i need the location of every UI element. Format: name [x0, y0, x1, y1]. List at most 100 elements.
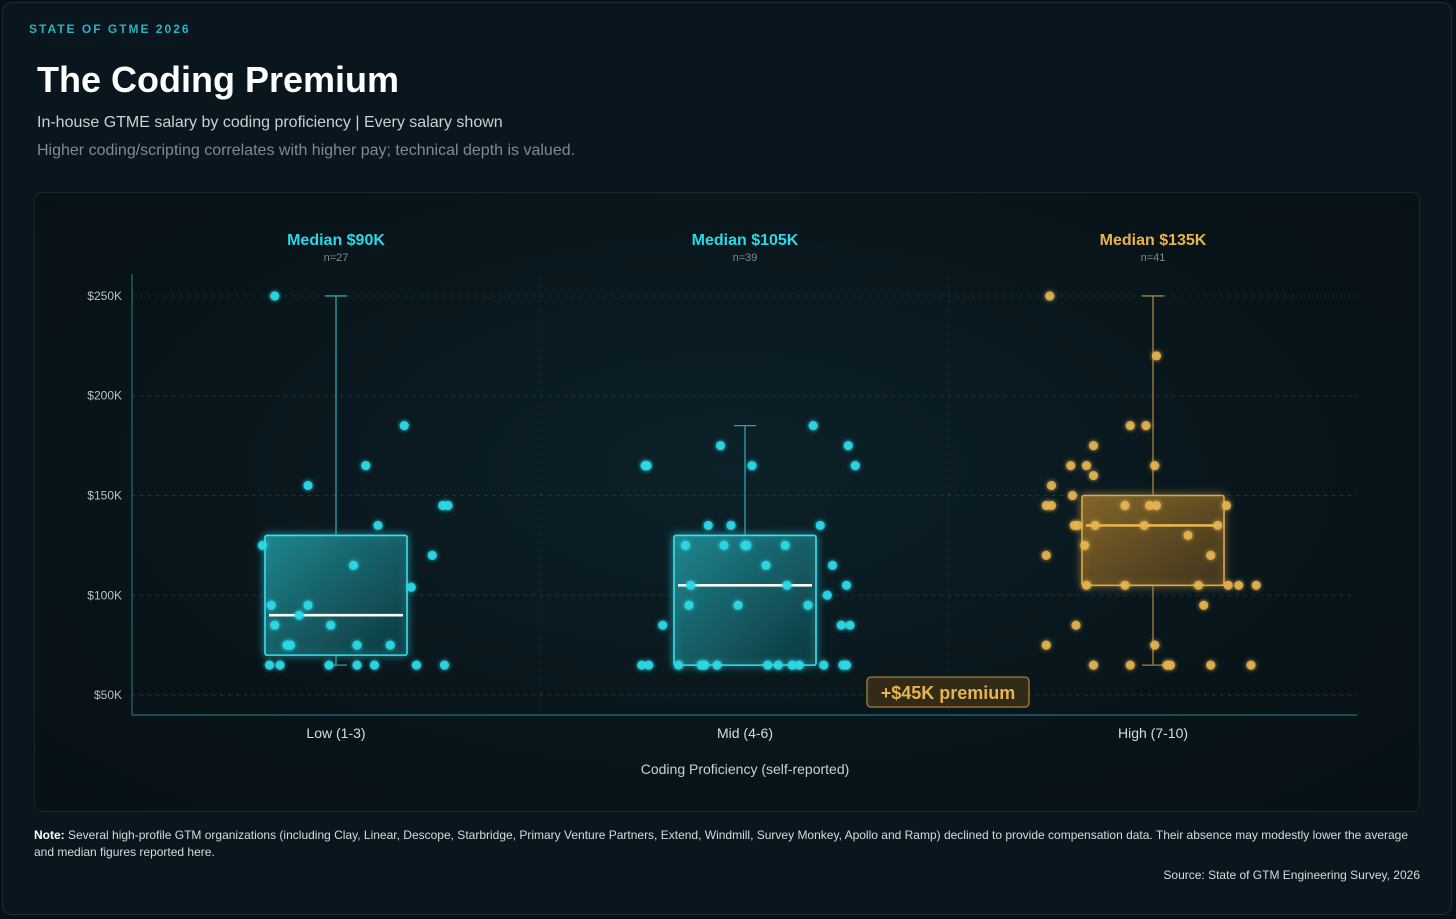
chart-panel: $50K $100K $150K $200K $250K Coding Proficien… — [34, 192, 1420, 812]
boxes — [264, 295, 1225, 666]
salary-point — [1150, 460, 1160, 471]
median-label: Median $135K — [1100, 232, 1207, 249]
sample-size-label: n=27 — [324, 252, 349, 264]
x-tick-label: Mid (4-6) — [717, 725, 773, 741]
salary-point — [443, 500, 453, 511]
salary-point — [1199, 600, 1209, 610]
salary-point — [326, 620, 336, 630]
salary-point — [1139, 520, 1149, 531]
page-tagline: Higher coding/scripting correlates with … — [37, 142, 576, 159]
salary-point — [1067, 490, 1078, 501]
salary-point — [303, 480, 313, 491]
salary-point — [845, 620, 855, 630]
salary-point — [352, 660, 362, 670]
iqr-box — [264, 534, 408, 656]
salary-point — [1144, 500, 1155, 511]
salary-point — [1088, 470, 1099, 481]
salary-point — [742, 540, 752, 550]
salary-point — [406, 582, 416, 592]
salary-point — [715, 441, 726, 451]
salary-point — [1183, 530, 1193, 541]
salary-point — [385, 640, 395, 650]
note-label: Note: — [34, 828, 65, 842]
sample-size-label: n=41 — [1141, 252, 1166, 264]
salary-point — [658, 620, 668, 630]
salary-point — [1041, 640, 1051, 650]
salary-point — [794, 660, 804, 670]
median-label: Median $105K — [692, 232, 799, 249]
salary-point — [782, 580, 792, 590]
salary-point — [700, 660, 710, 670]
salary-point — [719, 540, 729, 550]
salary-point — [733, 600, 743, 610]
salary-point — [680, 540, 691, 550]
salary-point — [427, 550, 437, 560]
salary-point — [285, 640, 296, 650]
salary-point — [841, 660, 852, 670]
salary-point — [841, 580, 852, 590]
salary-point — [1120, 580, 1130, 590]
salary-point — [642, 460, 652, 471]
chart-labels: Median $90K n=27 Median $105K n=39 Median $1… — [287, 232, 1207, 264]
salary-point — [819, 660, 829, 670]
salary-point — [1234, 580, 1244, 590]
salary-point — [822, 590, 832, 600]
salary-point — [1141, 421, 1151, 431]
y-tick-label: $200K — [87, 389, 122, 403]
salary-point — [712, 660, 722, 670]
salary-point — [1080, 540, 1090, 550]
salary-point — [1046, 480, 1057, 491]
salary-point — [803, 600, 813, 610]
salary-point — [1045, 291, 1055, 301]
salary-point — [726, 520, 736, 531]
salary-point — [361, 460, 371, 471]
salary-point — [1088, 660, 1099, 670]
page-subtitle: In-house GTME salary by coding proficien… — [37, 114, 503, 131]
salary-point — [780, 540, 790, 550]
salary-point — [1151, 351, 1162, 361]
salary-point — [1206, 660, 1216, 670]
report-eyebrow: STATE OF GTME 2026 — [29, 22, 191, 36]
salary-point — [637, 660, 647, 670]
salary-point — [369, 660, 380, 670]
salary-point — [763, 660, 773, 670]
salary-point — [827, 560, 838, 570]
salary-point — [348, 560, 359, 570]
salary-point — [747, 460, 757, 471]
salary-point — [1066, 460, 1076, 471]
salary-point — [787, 660, 797, 670]
iqr-box — [673, 534, 817, 666]
salary-point — [1120, 500, 1130, 511]
salary-point — [1071, 620, 1081, 630]
salary-point — [703, 520, 713, 531]
salary-point — [1125, 660, 1135, 670]
salary-point — [303, 600, 313, 610]
salary-point — [761, 560, 771, 570]
salary-box-plot: $50K $100K $150K $200K $250K Coding Proficien… — [87, 232, 1357, 777]
salary-point — [836, 620, 846, 630]
salary-point — [294, 610, 304, 620]
salary-point — [808, 421, 818, 431]
salary-point — [266, 600, 276, 610]
salary-point — [684, 600, 694, 610]
salary-point — [1246, 660, 1256, 670]
salary-point — [1090, 520, 1100, 531]
x-axis-title: Coding Proficiency (self-reported) — [641, 761, 850, 777]
salary-point — [1041, 550, 1051, 560]
salary-point — [1073, 520, 1083, 531]
footnote: Note: Several high-profile GTM organizat… — [34, 827, 1424, 861]
salary-point — [1206, 550, 1216, 560]
salary-point — [773, 660, 783, 670]
y-tick-label: $100K — [87, 588, 122, 602]
salary-point — [1251, 580, 1261, 590]
salary-point — [850, 460, 860, 471]
source-credit: Source: State of GTM Engineering Survey,… — [1163, 868, 1420, 882]
x-tick-label: Low (1-3) — [306, 725, 365, 741]
salary-point — [1151, 500, 1162, 511]
salary-point — [1213, 520, 1223, 531]
y-tick-label: $150K — [87, 489, 122, 503]
salary-point — [399, 421, 409, 431]
y-tick-label: $250K — [87, 289, 122, 303]
premium-badge — [866, 676, 1030, 708]
salary-point — [1221, 500, 1232, 511]
